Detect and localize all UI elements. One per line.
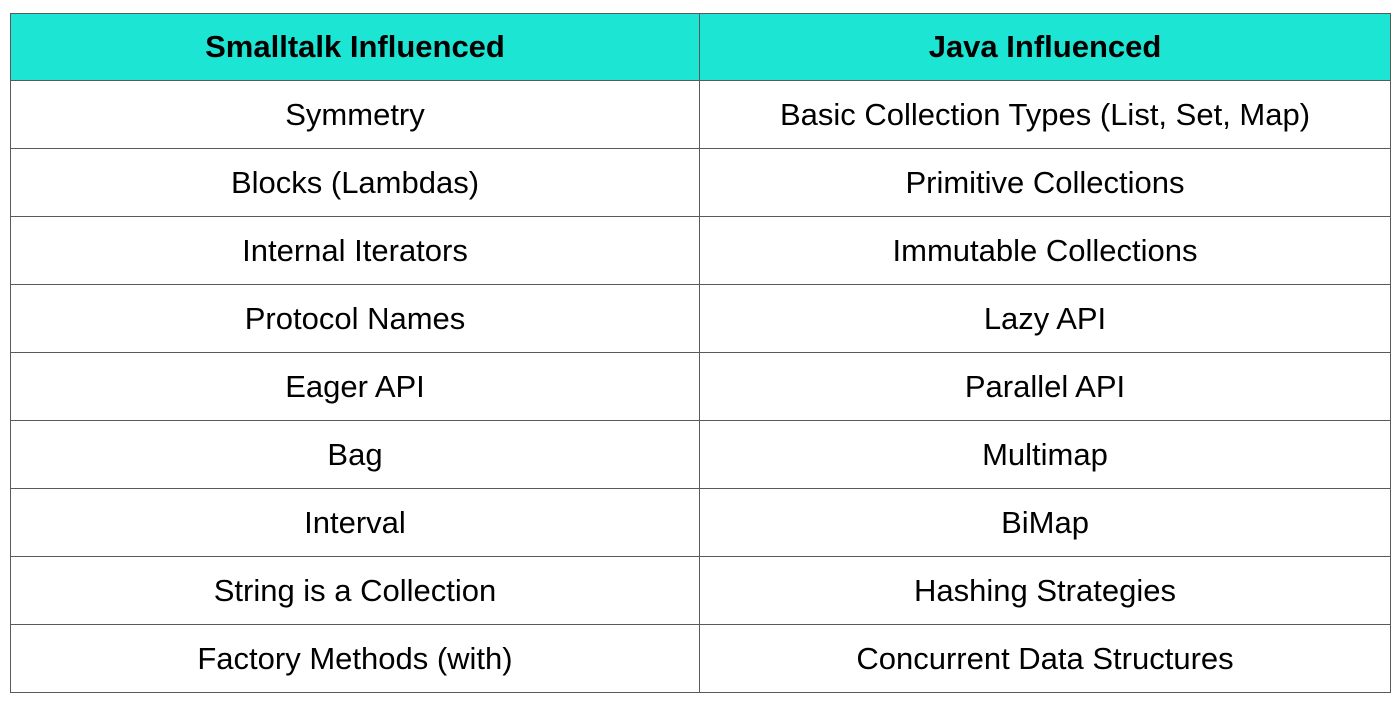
java-cell: Primitive Collections <box>699 148 1391 217</box>
smalltalk-cell: String is a Collection <box>10 556 700 625</box>
smalltalk-cell: Interval <box>10 488 700 557</box>
header-smalltalk-influenced: Smalltalk Influenced <box>10 13 700 81</box>
java-cell: Hashing Strategies <box>699 556 1391 625</box>
java-cell: Lazy API <box>699 284 1391 353</box>
table-row: String is a Collection Hashing Strategie… <box>10 556 1391 625</box>
java-cell: Basic Collection Types (List, Set, Map) <box>699 80 1391 149</box>
table-row: Factory Methods (with) Concurrent Data S… <box>10 624 1391 693</box>
table-header-row: Smalltalk Influenced Java Influenced <box>10 13 1391 81</box>
smalltalk-cell: Eager API <box>10 352 700 421</box>
smalltalk-cell: Symmetry <box>10 80 700 149</box>
smalltalk-cell: Blocks (Lambdas) <box>10 148 700 217</box>
smalltalk-cell: Internal Iterators <box>10 216 700 285</box>
table-row: Bag Multimap <box>10 420 1391 489</box>
java-cell: Immutable Collections <box>699 216 1391 285</box>
table-row: Eager API Parallel API <box>10 352 1391 421</box>
java-cell: BiMap <box>699 488 1391 557</box>
table-row: Blocks (Lambdas) Primitive Collections <box>10 148 1391 217</box>
table-row: Protocol Names Lazy API <box>10 284 1391 353</box>
smalltalk-cell: Factory Methods (with) <box>10 624 700 693</box>
table-row: Interval BiMap <box>10 488 1391 557</box>
smalltalk-cell: Bag <box>10 420 700 489</box>
comparison-table: Smalltalk Influenced Java Influenced Sym… <box>10 13 1391 693</box>
java-cell: Parallel API <box>699 352 1391 421</box>
smalltalk-cell: Protocol Names <box>10 284 700 353</box>
comparison-table-container: Smalltalk Influenced Java Influenced Sym… <box>10 13 1391 693</box>
table-row: Symmetry Basic Collection Types (List, S… <box>10 80 1391 149</box>
java-cell: Concurrent Data Structures <box>699 624 1391 693</box>
table-row: Internal Iterators Immutable Collections <box>10 216 1391 285</box>
java-cell: Multimap <box>699 420 1391 489</box>
header-java-influenced: Java Influenced <box>699 13 1391 81</box>
